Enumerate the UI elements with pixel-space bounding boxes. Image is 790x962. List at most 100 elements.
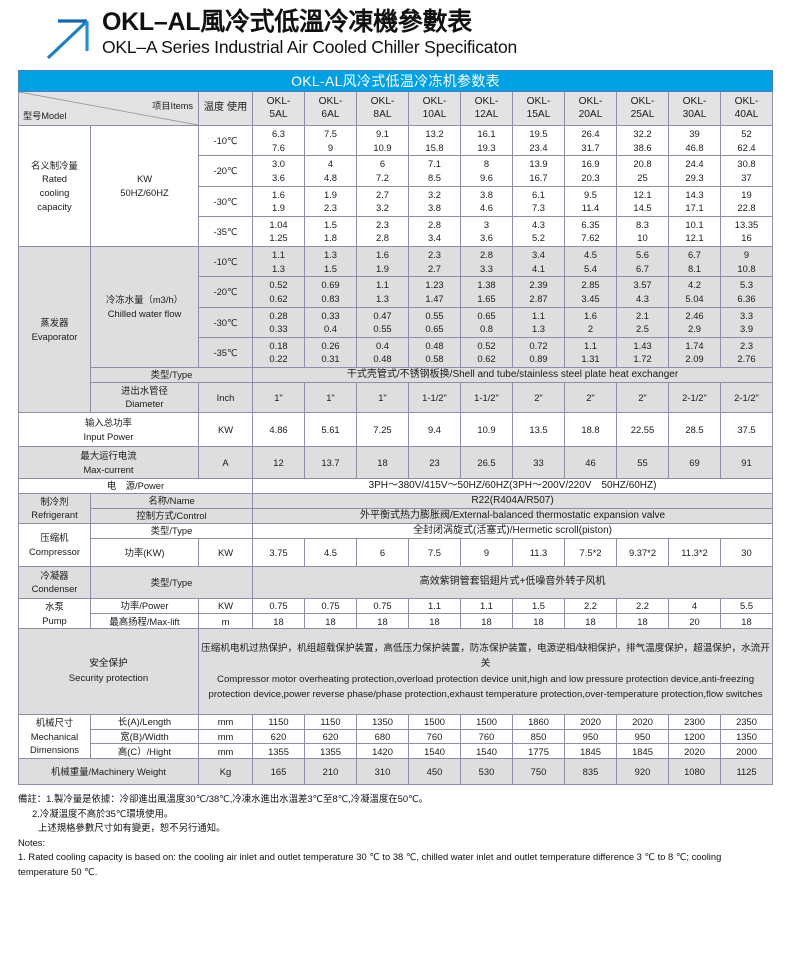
table-banner-row: OKL-AL风冷式低温冷冻机参数表 xyxy=(17,70,774,92)
evap-flow-cell: 1.1 1.3 xyxy=(356,276,409,308)
value-60hz: 46.8 xyxy=(685,141,704,153)
evap-flow-cell: 3.57 4.3 xyxy=(616,276,669,308)
value-60hz: 20.3 xyxy=(581,171,600,183)
model-header-6: OKL- 20AL xyxy=(564,91,617,126)
diameter-value: 2-1/2" xyxy=(719,381,774,414)
cooling-cell: 4 4.8 xyxy=(304,155,357,187)
evap-flow-cell: 0.65 0.8 xyxy=(460,306,513,338)
evap-temp-label: -30℃ xyxy=(198,306,253,338)
value-60hz: 9.6 xyxy=(479,171,494,183)
value-60hz: 1.72 xyxy=(633,353,652,365)
dimension-label: 宽(B)/Width xyxy=(90,728,199,745)
model-suffix: 30AL xyxy=(682,108,707,120)
value-60hz: 12.1 xyxy=(685,232,704,244)
diameter-label-cn: 进出水管径 xyxy=(121,384,168,396)
diameter-label-en: Diameter xyxy=(125,398,164,410)
compressor-type-value: 全封闭涡旋式(活塞式)/Hermetic scroll(piston) xyxy=(251,523,774,539)
cooling-cell: 13.35 16 xyxy=(719,215,774,248)
value-50hz: 2.8 xyxy=(427,218,442,230)
value-60hz: 0.58 xyxy=(425,353,444,365)
cooling-cell: 52 62.4 xyxy=(719,124,774,157)
compressor-power-value: 9.37*2 xyxy=(616,537,669,567)
input-power-value: 37.5 xyxy=(719,412,774,448)
pump-label-cn: 水泵 xyxy=(45,600,64,612)
weight-value: 530 xyxy=(460,758,513,786)
value-60hz: 25 xyxy=(637,171,648,183)
dimension-label: 高(C）/Hight xyxy=(90,743,199,760)
pump-lift-value: 18 xyxy=(564,613,617,630)
cooling-cell: 26.4 31.7 xyxy=(564,124,617,157)
value-50hz: 9.1 xyxy=(375,128,390,139)
model-prefix: OKL- xyxy=(474,95,499,107)
evap-flow-cell: 6.7 8.1 xyxy=(668,245,721,278)
weight-value: 835 xyxy=(564,758,617,786)
pump-lift-value: 18 xyxy=(460,613,513,630)
dimension-unit: mm xyxy=(198,728,253,745)
value-60hz: 1.5 xyxy=(323,262,338,274)
refrigerant-name-label: 名称/Name xyxy=(90,492,253,509)
diameter-value: 2-1/2" xyxy=(668,381,721,414)
value-60hz: 3.6 xyxy=(271,171,286,183)
cooling-cell: 1.5 1.8 xyxy=(304,215,357,248)
pump-power-row: 水泵 Pump 功率/Power KW 0.75 0.75 0.75 1.1 1… xyxy=(18,597,774,630)
value-50hz: 7.1 xyxy=(427,158,442,170)
pump-power-label: 功率/Power xyxy=(90,597,199,615)
pump-label-en: Pump xyxy=(42,614,67,626)
cooling-cell: 1.6 1.9 xyxy=(252,185,305,217)
note-cn-3: 上述規格參數尺寸如有變更，恕不另行通知。 xyxy=(38,822,226,834)
value-50hz: 1.74 xyxy=(685,339,704,351)
value-60hz: 1.47 xyxy=(425,292,444,304)
cooling-row--30: -30℃ 1.6 1.9 1.9 2.3 2.7 3.2 3.2 3.8 3.8 4.6 … xyxy=(19,185,774,217)
evap-flow-cell: 0.4 0.48 xyxy=(356,336,409,369)
value-50hz: 0.48 xyxy=(425,339,444,351)
cooling-cell: 3.0 3.6 xyxy=(252,155,305,187)
value-60hz: 5.2 xyxy=(531,232,546,244)
weight-value: 450 xyxy=(408,758,461,786)
power-supply-row: 电 源/Power 3PH～380V/415V～50HZ/60HZ(3PH～20… xyxy=(18,478,774,494)
temp-usage-line1: 温度 xyxy=(203,102,225,114)
evap-flow-cell: 0.33 0.4 xyxy=(304,306,357,338)
pump-power-value: 0.75 xyxy=(252,597,305,615)
max-current-label-en: Max-current xyxy=(83,463,134,475)
cooling-cell: 3 3.6 xyxy=(460,215,513,248)
dimension-row-height: 高(C）/Hight mm 1355 1355 1420 1540 1540 1… xyxy=(19,743,774,760)
input-power-value: 22.55 xyxy=(616,412,669,448)
value-50hz: 14.3 xyxy=(685,188,704,200)
value-60hz: 0.4 xyxy=(323,323,338,335)
value-60hz: 9 xyxy=(327,141,334,153)
max-current-value: 13.7 xyxy=(304,446,357,480)
dimension-value: 1500 xyxy=(408,714,461,730)
cooling-cell: 24.4 29.3 xyxy=(668,155,721,187)
value-60hz: 0.55 xyxy=(373,323,392,335)
refrigerant-label-cn: 制冷剂 xyxy=(40,495,69,507)
compressor-power-value: 6 xyxy=(356,537,409,567)
value-60hz: 0.65 xyxy=(425,323,444,335)
model-suffix: 8AL xyxy=(373,108,392,120)
value-50hz: 3.0 xyxy=(271,158,286,170)
chilled-water-flow-label: 冷冻水量（m3/h） Chilled water flow xyxy=(90,246,199,368)
evap-temp-label: -10℃ xyxy=(198,245,253,278)
compressor-power-value: 7.5 xyxy=(408,537,461,567)
value-60hz: 0.22 xyxy=(269,353,288,365)
value-60hz: 6.7 xyxy=(635,262,650,274)
weight-value: 1125 xyxy=(719,758,774,786)
evap-flow-row--30: -30℃ 0.28 0.33 0.33 0.4 0.47 0.55 0.55 0.65 … xyxy=(19,306,774,338)
diameter-value: 1-1/2" xyxy=(408,381,461,414)
diameter-value: 1" xyxy=(304,381,357,414)
value-50hz: 9.5 xyxy=(583,188,598,200)
cooling-cell: 3.2 3.8 xyxy=(408,185,461,217)
refrigerant-name-value: R22(R404A/R507) xyxy=(251,492,774,509)
cooling-temp-label: -35℃ xyxy=(198,215,253,248)
dimension-value: 2020 xyxy=(668,743,721,760)
cooling-cell: 12.1 14.5 xyxy=(616,185,669,217)
safety-text-en: Compressor motor overheating protection,… xyxy=(208,673,763,701)
input-power-row: 输入总功率 Input Power KW 4.86 5.61 7.25 9.4 … xyxy=(18,412,774,448)
cooling-temp-label: -10℃ xyxy=(198,124,253,157)
cooling-row--10: 名义制冷量 Rated cooling capacity KW 50HZ/60H… xyxy=(18,124,774,247)
value-50hz: 0.72 xyxy=(529,339,548,351)
value-50hz: 39 xyxy=(689,128,700,139)
value-50hz: 5.6 xyxy=(635,249,650,260)
model-suffix: 40AL xyxy=(734,108,759,120)
value-50hz: 1.6 xyxy=(583,309,598,321)
safety-label-cn: 安全保护 xyxy=(89,658,128,670)
